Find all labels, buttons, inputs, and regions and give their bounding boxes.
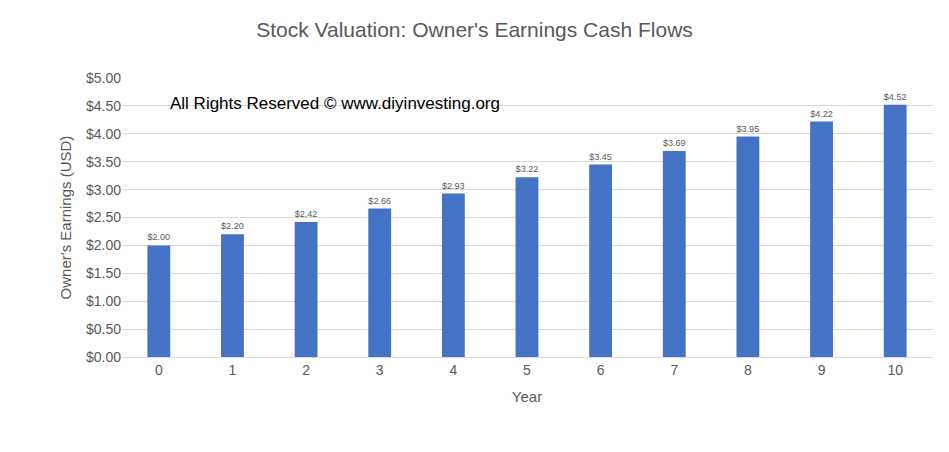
svg-text:$1.50: $1.50 [86,265,121,281]
svg-text:$3.69: $3.69 [663,138,686,148]
svg-text:$3.95: $3.95 [737,124,760,134]
svg-text:$2.50: $2.50 [86,209,121,225]
svg-text:9: 9 [818,362,826,378]
svg-text:$3.22: $3.22 [516,164,539,174]
svg-text:4: 4 [449,362,457,378]
svg-text:$2.93: $2.93 [442,181,465,191]
svg-text:$4.22: $4.22 [810,109,833,119]
svg-text:8: 8 [744,362,752,378]
svg-text:6: 6 [597,362,605,378]
svg-text:$2.00: $2.00 [86,237,121,253]
svg-text:7: 7 [670,362,678,378]
svg-text:$1.00: $1.00 [86,293,121,309]
svg-text:Year: Year [512,388,542,405]
svg-text:Owner's Earnings (USD): Owner's Earnings (USD) [57,136,74,300]
svg-text:2: 2 [302,362,310,378]
svg-text:$2.20: $2.20 [221,221,244,231]
svg-text:$3.00: $3.00 [86,182,121,198]
svg-text:$5.00: $5.00 [86,70,121,86]
svg-text:$4.52: $4.52 [884,92,907,102]
svg-text:$2.42: $2.42 [295,209,318,219]
svg-text:0: 0 [155,362,163,378]
svg-text:All Rights Reserved © www.diyi: All Rights Reserved © www.diyinvesting.o… [170,94,500,113]
svg-text:$3.45: $3.45 [589,152,612,162]
svg-text:$0.00: $0.00 [86,349,121,365]
svg-text:5: 5 [523,362,531,378]
svg-text:$2.00: $2.00 [147,232,170,242]
svg-text:1: 1 [229,362,237,378]
svg-text:$4.00: $4.00 [86,126,121,142]
svg-text:10: 10 [887,362,903,378]
svg-text:Stock Valuation: Owner's Earni: Stock Valuation: Owner's Earnings Cash F… [256,18,693,41]
svg-text:$2.66: $2.66 [368,196,391,206]
svg-text:$3.50: $3.50 [86,154,121,170]
svg-text:3: 3 [376,362,384,378]
svg-text:$0.50: $0.50 [86,321,121,337]
svg-text:$4.50: $4.50 [86,98,121,114]
